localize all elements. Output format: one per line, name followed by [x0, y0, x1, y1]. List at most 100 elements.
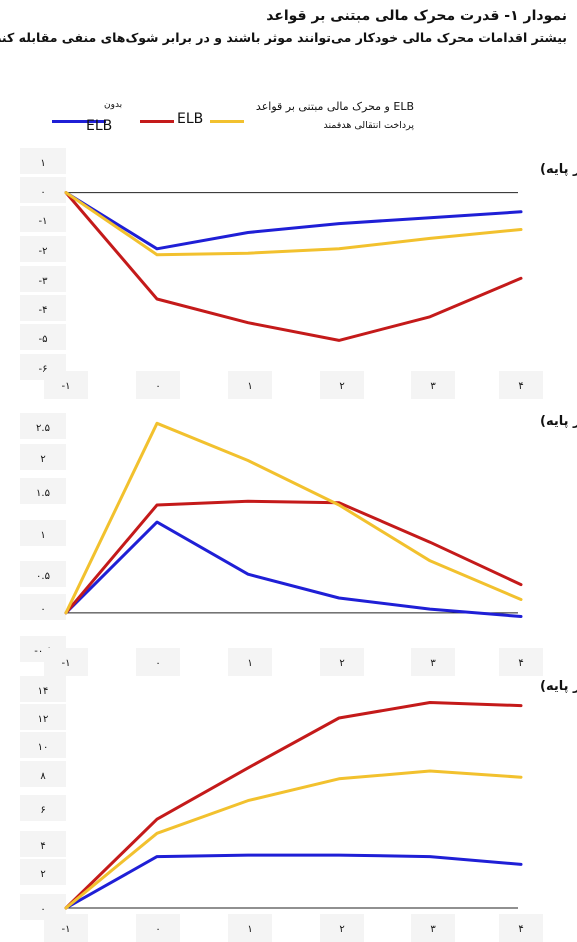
y-tick-box — [20, 831, 66, 857]
y-tick-box — [20, 561, 66, 587]
x-tick-box — [228, 914, 272, 942]
series-line — [64, 769, 523, 910]
x-tick-box — [499, 648, 543, 676]
y-tick-box — [20, 795, 66, 821]
series-line — [64, 191, 523, 251]
y-tick-label: -۲ — [39, 246, 48, 257]
y-tick-label: ۱۴ — [38, 686, 49, 697]
y-tick-box — [20, 761, 66, 787]
y-tick-box — [20, 859, 66, 885]
y-tick-label: ۰ — [40, 187, 45, 198]
legend-yellow-line — [210, 120, 244, 123]
x-tick-box — [44, 914, 88, 942]
x-tick-label: -۱ — [62, 658, 71, 669]
y-tick-box — [20, 520, 66, 546]
x-tick-label: ۴ — [518, 924, 523, 935]
series-line — [64, 701, 523, 910]
y-tick-label: ۰ — [40, 904, 45, 915]
legend-blue-bottom: ELB — [86, 118, 113, 134]
y-tick-label: ۰.۵ — [36, 571, 50, 582]
x-tick-label: ۲ — [339, 658, 344, 669]
y-tick-box — [20, 478, 66, 504]
x-tick-box — [44, 371, 88, 399]
x-tick-label: ۲ — [339, 924, 344, 935]
figure-title: نمودار ۱- قدرت محرک مالی مبتنی بر قواعد — [266, 8, 567, 24]
x-tick-label: -۱ — [62, 924, 71, 935]
y-tick-label: ۱۰ — [38, 742, 49, 753]
y-tick-box — [20, 236, 66, 262]
y-tick-label: ۰ — [40, 604, 45, 615]
y-tick-label: ۱۲ — [38, 714, 49, 725]
y-tick-box — [20, 324, 66, 350]
x-tick-box — [228, 648, 272, 676]
x-tick-label: ۴ — [518, 658, 523, 669]
x-tick-label: ۲ — [339, 381, 344, 392]
y-tick-label: -۴ — [39, 305, 48, 316]
y-tick-label: ۲ — [40, 454, 45, 465]
y-tick-box — [20, 444, 66, 470]
panel-title: تولید ناخالص داخلی (درصد انحراف از پایه) — [540, 162, 577, 177]
y-tick-label: ۱.۵ — [36, 488, 50, 499]
x-tick-label: -۱ — [62, 381, 71, 392]
y-tick-label: ۱ — [40, 530, 45, 541]
x-tick-box — [499, 914, 543, 942]
series-line — [64, 853, 523, 910]
y-tick-box — [20, 206, 66, 232]
x-tick-label: ۳ — [430, 924, 436, 935]
legend-red-label: ELB — [177, 111, 204, 127]
y-tick-label: ۲.۵ — [36, 423, 50, 434]
legend-blue-top: بدون — [104, 100, 123, 110]
series-line — [64, 421, 523, 615]
y-tick-box — [20, 266, 66, 292]
x-tick-box — [320, 648, 364, 676]
panel-title: بدهی به تولید ناخالص داخلی (واحد درصد ان… — [540, 679, 577, 694]
legend-red-line — [140, 120, 174, 123]
y-tick-label: -۶ — [39, 364, 48, 375]
x-tick-label: ۱ — [247, 381, 252, 392]
legend-yellow-bottom: پرداخت انتقالی هدفمند — [323, 120, 414, 131]
y-tick-box — [20, 594, 66, 620]
x-tick-box — [411, 914, 455, 942]
x-tick-label: ۳ — [430, 381, 436, 392]
y-tick-label: ۱ — [40, 158, 45, 169]
legend-blue-line — [52, 120, 106, 123]
x-tick-label: ۰ — [155, 658, 160, 669]
y-tick-label: -۱ — [39, 216, 48, 227]
y-tick-box — [20, 704, 66, 730]
x-tick-label: ۰ — [155, 924, 160, 935]
y-tick-box — [20, 413, 66, 439]
x-tick-box — [44, 648, 88, 676]
y-tick-label: -۳ — [39, 276, 49, 287]
panel-title: کسری مالی به تولید ناخالص داخلی (واحد در… — [540, 414, 577, 429]
x-tick-label: ۱ — [247, 658, 252, 669]
figure-subtitle: بیشتر اقدامات محرک مالی خودکار می‌توانند… — [0, 30, 567, 45]
x-tick-label: ۴ — [518, 381, 523, 392]
x-tick-label: ۱ — [247, 924, 252, 935]
y-tick-box — [20, 732, 66, 758]
y-tick-label: ۴ — [40, 841, 45, 852]
series-line — [64, 191, 523, 257]
legend-yellow-top: ELB و محرک مالی مبتنی بر قواعد — [255, 100, 414, 113]
x-tick-box — [228, 371, 272, 399]
y-tick-label: -۰.۵ — [34, 646, 52, 657]
x-tick-box — [411, 371, 455, 399]
x-tick-box — [320, 371, 364, 399]
legend: بدون ELB ELB ELB و محرک مالی مبتنی بر قو… — [0, 96, 577, 140]
y-tick-box — [20, 295, 66, 321]
series-line — [64, 520, 523, 618]
series-line — [64, 191, 523, 342]
y-tick-label: ۶ — [40, 805, 45, 816]
x-tick-box — [320, 914, 364, 942]
series-line — [64, 499, 523, 615]
x-tick-box — [136, 371, 180, 399]
y-tick-box — [20, 676, 66, 702]
x-tick-label: ۰ — [155, 381, 160, 392]
x-tick-box — [136, 648, 180, 676]
x-tick-box — [411, 648, 455, 676]
x-tick-label: ۳ — [430, 658, 436, 669]
y-tick-box — [20, 177, 66, 203]
y-tick-label: -۵ — [39, 334, 48, 345]
y-tick-box — [20, 148, 66, 174]
x-tick-box — [499, 371, 543, 399]
